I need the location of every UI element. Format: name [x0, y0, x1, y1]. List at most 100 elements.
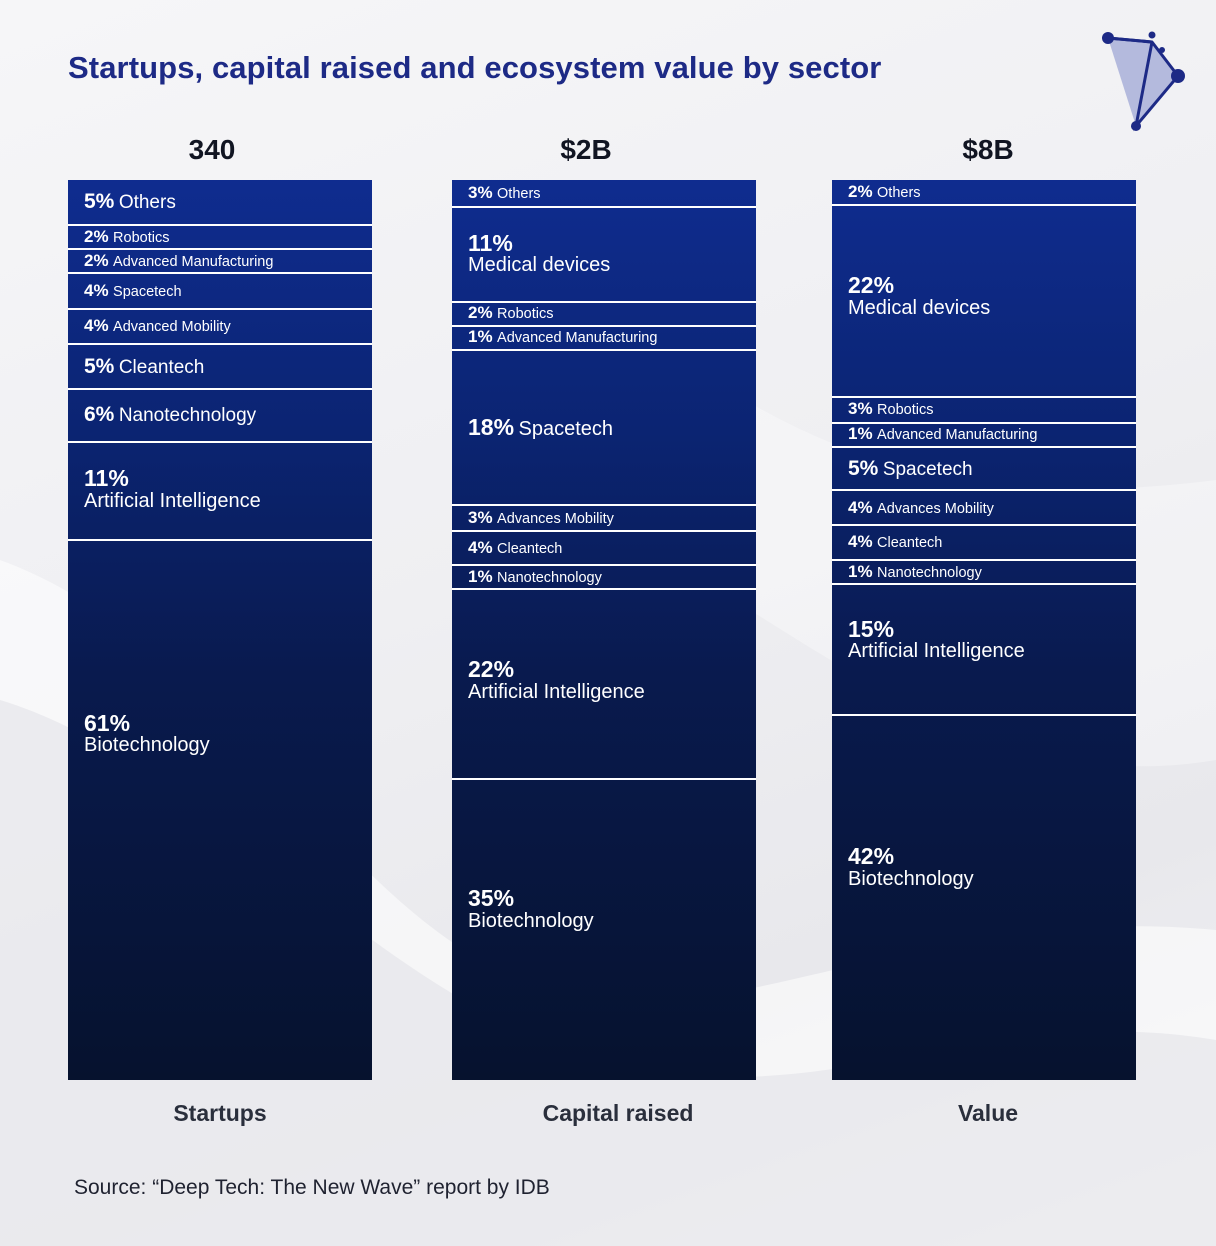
- segment-biotechnology: 61% Biotechnology: [68, 538, 372, 1080]
- segment-percent: 18%: [468, 413, 515, 440]
- startups-total: 340: [188, 134, 236, 165]
- segment-sector-name: Biotechnology: [848, 867, 974, 890]
- startups-column-label: Startups: [173, 1100, 267, 1126]
- segment-sector-name: Advanced Manufacturing: [877, 427, 1038, 444]
- segment-sector-name: Nanotechnology: [497, 569, 602, 586]
- capital-raised-bar: 3% Others 11% Medical devices 2% Robotics 1%…: [452, 180, 756, 1080]
- segment-percent: 11%: [468, 229, 513, 256]
- value-bar: 2% Others 22% Medical devices 3% Robotics 1%…: [832, 180, 1136, 1080]
- segment-label: 2% Robotics: [84, 228, 169, 247]
- segment-label: 4% Advanced Mobility: [84, 317, 231, 336]
- segment-percent: 1%: [468, 566, 493, 586]
- segment-sector-name: Nanotechnology: [877, 564, 982, 581]
- constellation-logo-icon: [1102, 31, 1185, 132]
- segment-percent: 4%: [848, 497, 873, 517]
- segment-percent: 6%: [84, 403, 115, 427]
- segment-label: 22% Medical devices: [848, 273, 990, 319]
- segment-percent: 5%: [84, 354, 115, 378]
- segment-label: 4% Cleantech: [848, 533, 942, 552]
- segment-percent: 4%: [848, 532, 873, 552]
- segment-advances-mobility: 4% Advances Mobility: [832, 489, 1136, 524]
- segment-sector-name: Others: [118, 192, 176, 214]
- segment-label: 1% Advanced Manufacturing: [848, 425, 1037, 444]
- segment-label: 11% Artificial Intelligence: [84, 466, 261, 512]
- segment-label: 5% Spacetech: [848, 456, 973, 480]
- segment-label: 4% Spacetech: [84, 280, 182, 301]
- segment-sector-name: Spacetech: [518, 417, 614, 440]
- segment-sector-name: Spacetech: [882, 458, 973, 480]
- segment-sector-name: Advanced Manufacturing: [113, 253, 274, 270]
- segment-sector-name: Nanotechnology: [118, 405, 257, 427]
- segment-label: 2% Advanced Manufacturing: [84, 252, 273, 271]
- segment-advanced-manufacturing: 1% Advanced Manufacturing: [452, 324, 756, 349]
- segment-sector-name: Biotechnology: [84, 734, 210, 757]
- segment-percent: 2%: [468, 303, 493, 323]
- segment-label: 4% Cleantech: [468, 537, 562, 558]
- segment-sector-name: Others: [497, 185, 541, 202]
- segment-label: 5% Others: [84, 191, 176, 213]
- segment-cleantech: 5% Cleantech: [68, 343, 372, 387]
- segment-sector-name: Biotechnology: [468, 909, 594, 932]
- segment-sector-name: Artificial Intelligence: [84, 490, 261, 513]
- segment-percent: 1%: [468, 327, 493, 347]
- segment-label: 3% Others: [468, 183, 541, 203]
- segment-sector-name: Cleantech: [877, 535, 943, 552]
- segment-label: 5% Cleantech: [84, 354, 205, 378]
- segment-sector-name: Medical devices: [468, 254, 611, 277]
- segment-percent: 3%: [848, 399, 873, 419]
- segment-spacetech: 5% Spacetech: [832, 445, 1136, 490]
- capital-raised-total: $2B: [560, 134, 612, 165]
- value-column-label: Value: [957, 1100, 1019, 1126]
- segment-others: 3% Others: [452, 180, 756, 206]
- segment-label: 2% Others: [848, 181, 921, 202]
- segment-advanced-manufacturing: 1% Advanced Manufacturing: [832, 421, 1136, 446]
- segment-label: 6% Nanotechnology: [84, 404, 256, 426]
- segment-percent: 35%: [468, 884, 515, 911]
- segment-percent: 3%: [468, 507, 493, 527]
- segment-sector-name: Spacetech: [113, 283, 182, 300]
- segment-nanotechnology: 1% Nanotechnology: [452, 564, 756, 588]
- segment-sector-name: Robotics: [877, 402, 934, 419]
- segment-artificial-intelligence: 11% Artificial Intelligence: [68, 441, 372, 539]
- segment-percent: 2%: [848, 181, 873, 201]
- segment-sector-name: Robotics: [497, 306, 554, 323]
- segment-percent: 5%: [84, 190, 115, 214]
- segment-sector-name: Medical devices: [848, 296, 991, 319]
- segment-percent: 4%: [84, 280, 109, 300]
- segment-sector-name: Cleantech: [118, 356, 205, 378]
- segment-cleantech: 4% Cleantech: [452, 529, 756, 565]
- segment-cleantech: 4% Cleantech: [832, 524, 1136, 559]
- segment-robotics: 2% Robotics: [68, 224, 372, 248]
- segment-spacetech: 18% Spacetech: [452, 348, 756, 504]
- segment-nanotechnology: 1% Nanotechnology: [832, 559, 1136, 583]
- segment-label: 15% Artificial Intelligence: [848, 615, 1025, 663]
- segment-sector-name: Advances Mobility: [877, 500, 994, 517]
- segment-robotics: 2% Robotics: [452, 300, 756, 325]
- segment-others: 5% Others: [68, 180, 372, 224]
- segment-sector-name: Advances Mobility: [497, 510, 614, 527]
- segment-label: 1% Advanced Manufacturing: [468, 328, 657, 347]
- segment-sector-name: Advanced Mobility: [113, 319, 231, 336]
- segment-spacetech: 4% Spacetech: [68, 272, 372, 308]
- segment-percent: 5%: [848, 456, 879, 480]
- segment-percent: 15%: [848, 615, 895, 642]
- segment-advanced-manufacturing: 2% Advanced Manufacturing: [68, 248, 372, 272]
- segment-medical-devices: 22% Medical devices: [832, 204, 1136, 396]
- segment-sector-name: Artificial Intelligence: [468, 680, 645, 703]
- segment-label: 1% Nanotechnology: [468, 568, 602, 587]
- segment-sector-name: Robotics: [113, 229, 170, 246]
- segment-advances-mobility: 3% Advances Mobility: [452, 504, 756, 530]
- segment-percent: 22%: [468, 655, 515, 682]
- segment-label: 61% Biotechnology: [84, 711, 210, 757]
- segment-label: 22% Artificial Intelligence: [468, 657, 645, 703]
- segment-nanotechnology: 6% Nanotechnology: [68, 387, 372, 441]
- segment-percent: 1%: [848, 424, 873, 444]
- segment-label: 3% Robotics: [848, 400, 933, 419]
- segment-percent: 42%: [848, 843, 895, 870]
- segment-label: 3% Advances Mobility: [468, 507, 614, 528]
- chart-title: Startups, capital raised and ecosystem v…: [68, 50, 882, 85]
- segment-artificial-intelligence: 22% Artificial Intelligence: [452, 588, 756, 778]
- segment-robotics: 3% Robotics: [832, 395, 1136, 422]
- segment-percent: 4%: [468, 537, 493, 557]
- value-total: $8B: [962, 134, 1014, 165]
